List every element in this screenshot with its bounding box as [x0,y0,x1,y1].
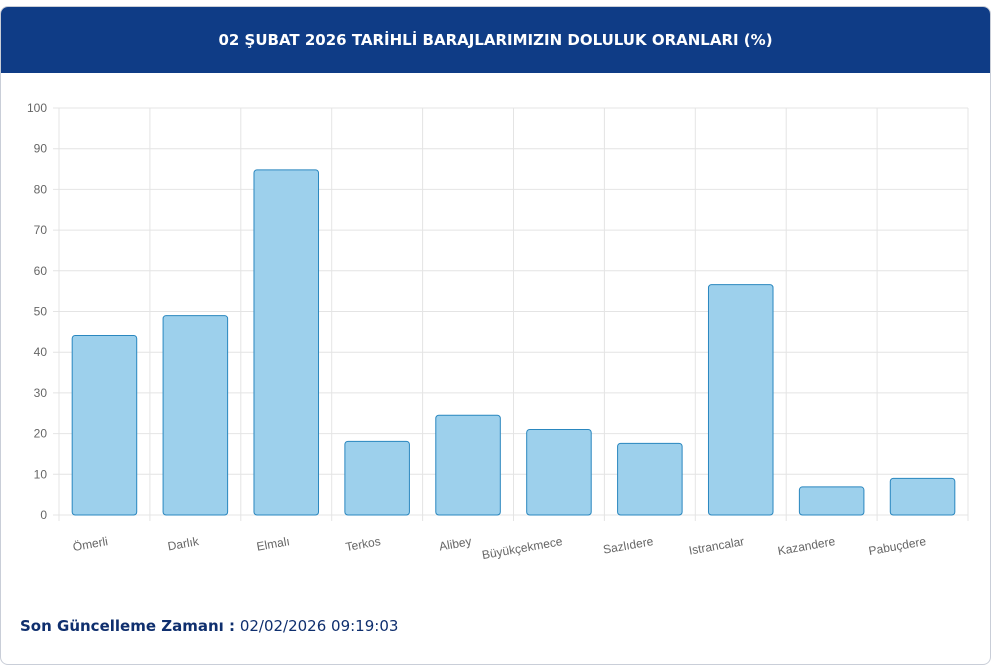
chart-title: 02 ŞUBAT 2026 TARİHLİ BARAJLARIMIZIN DOL… [1,7,990,73]
footer-label: Son Güncelleme Zamanı : [20,617,236,635]
bar [707,284,774,516]
x-tick-label: Pabuçdere [867,534,927,558]
y-tick-label: 100 [27,101,47,115]
x-tick-label: Elmalı [256,534,291,554]
bar [617,442,683,516]
y-tick-label: 40 [34,345,48,359]
y-tick-label: 0 [40,508,47,522]
y-tick-label: 30 [34,386,48,400]
y-tick-label: 10 [34,467,48,481]
bar [344,440,410,516]
footer-value: 02/02/2026 09:19:03 [239,617,399,635]
chart: 0 10 20 30 40 50 60 70 80 90 100 Ömerli Darlık Elmalı… [27,101,969,562]
x-tick-label: Ömerli [72,534,109,554]
card: 02 ŞUBAT 2026 TARİHLİ BARAJLARIMIZIN DOL… [0,6,991,665]
x-tick-label: Kazandere [777,534,837,558]
x-tick-label: Istrancalar [688,534,746,558]
y-tick-label: 60 [34,264,48,278]
bar [889,477,956,516]
x-tick-label: Sazlıdere [602,534,655,557]
x-tick-label: Darlık [167,534,201,553]
footer: Son Güncelleme Zamanı : 02/02/2026 09:19… [20,617,398,635]
bar [162,315,229,516]
y-tick-label: 50 [34,305,48,319]
y-tick-label: 90 [34,142,48,156]
bar [526,429,592,516]
bar [71,335,138,516]
x-tick-label: Alibey [438,534,473,553]
y-tick-label: 20 [34,427,48,441]
bar [798,486,865,516]
bar [253,169,320,516]
x-tick-label: Terkos [344,534,381,554]
x-tick-label: Büyükçekmece [481,534,564,562]
y-tick-label: 80 [34,182,48,196]
bar [435,414,501,516]
y-tick-label: 70 [34,223,48,237]
